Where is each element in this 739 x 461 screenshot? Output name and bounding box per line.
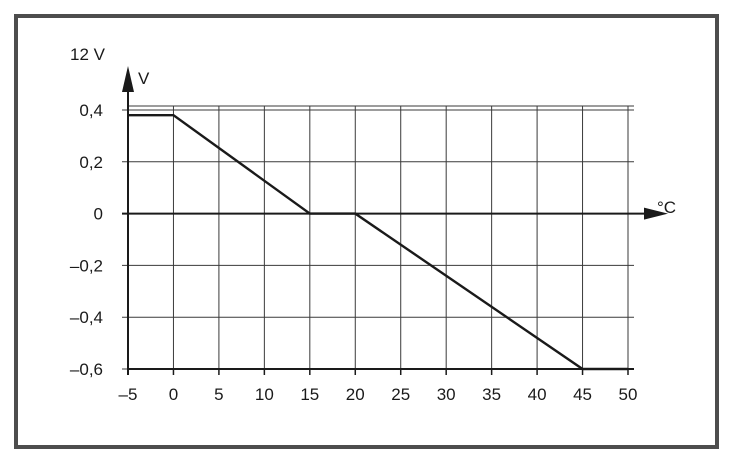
- series-layer: [127, 113, 629, 371]
- axes: [122, 66, 668, 375]
- x-axis-label: °C: [657, 198, 676, 217]
- tick-labels: –5 0 5 10 15 20 25 30 35 40 45 50 0,4 0,2 0 –0,2 –0,4 –0,…: [70, 101, 638, 404]
- y-tick-label: 0: [94, 205, 103, 224]
- y-tick-label: –0,2: [70, 256, 103, 275]
- y-tick-label: –0,4: [70, 308, 103, 327]
- x-tick-label: 20: [346, 385, 365, 404]
- grid: [122, 105, 634, 370]
- y-tick-label: –0,6: [70, 360, 103, 379]
- x-tick-label: 0: [169, 385, 178, 404]
- figure-frame: [14, 14, 719, 449]
- x-tick-label: 30: [437, 385, 456, 404]
- x-tick-label: –5: [119, 385, 138, 404]
- y-tick-label: 0,4: [79, 101, 103, 120]
- top-label: 12 V: [70, 45, 106, 64]
- x-tick-label: 15: [300, 385, 319, 404]
- y-tick-label: 0,2: [79, 153, 103, 172]
- x-tick-label: 10: [255, 385, 274, 404]
- zero-axis-arrow: [644, 207, 668, 220]
- series-line: [128, 113, 628, 371]
- x-tick-label: 50: [619, 385, 638, 404]
- x-tick-label: 5: [214, 385, 223, 404]
- x-tick-label: 45: [573, 385, 592, 404]
- x-tick-label: 35: [482, 385, 501, 404]
- x-tick-label: 40: [528, 385, 547, 404]
- y-axis-label: V: [138, 69, 150, 88]
- x-tick-label: 25: [391, 385, 410, 404]
- y-axis-arrow: [122, 66, 134, 92]
